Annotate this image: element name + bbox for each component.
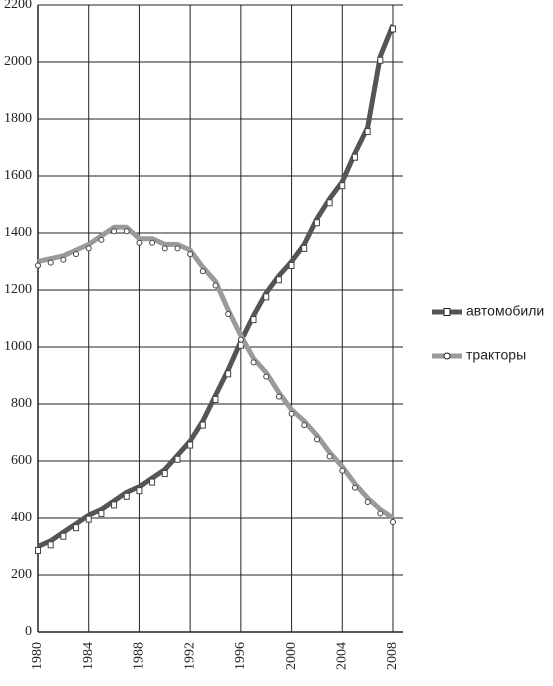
marker bbox=[390, 25, 396, 33]
marker bbox=[47, 541, 54, 549]
marker bbox=[288, 262, 295, 269]
marker bbox=[225, 310, 232, 317]
marker bbox=[351, 153, 358, 161]
marker bbox=[60, 532, 67, 540]
marker bbox=[339, 467, 346, 474]
marker bbox=[263, 373, 270, 380]
marker bbox=[301, 244, 308, 252]
marker bbox=[313, 436, 320, 443]
marker bbox=[377, 56, 384, 64]
marker bbox=[111, 501, 118, 509]
marker bbox=[85, 515, 92, 523]
legend-label: тракторы bbox=[466, 347, 526, 363]
marker bbox=[199, 268, 206, 275]
marker bbox=[225, 370, 232, 378]
marker bbox=[250, 316, 257, 324]
y-tick-label: 1200 bbox=[4, 282, 32, 297]
y-tick-label: 400 bbox=[11, 510, 32, 525]
marker bbox=[123, 228, 130, 235]
marker bbox=[111, 228, 118, 235]
marker bbox=[288, 410, 295, 417]
marker bbox=[326, 199, 333, 207]
marker bbox=[339, 182, 346, 190]
marker bbox=[212, 282, 219, 289]
series-line bbox=[36, 24, 396, 549]
y-tick-label: 2200 bbox=[4, 0, 32, 12]
y-tick-label: 1600 bbox=[4, 168, 32, 183]
y-tick-label: 600 bbox=[11, 453, 32, 468]
legend-marker bbox=[443, 352, 451, 360]
legend-marker bbox=[443, 308, 451, 316]
x-tick-label: 1996 bbox=[233, 642, 248, 670]
y-tick-label: 800 bbox=[11, 396, 32, 411]
y-tick-label: 1400 bbox=[4, 225, 32, 240]
y-tick-label: 200 bbox=[11, 567, 32, 582]
marker bbox=[351, 484, 358, 491]
legend-label: автомобили bbox=[466, 303, 544, 319]
marker bbox=[237, 336, 244, 343]
y-tick-label: 2000 bbox=[4, 54, 32, 69]
x-tick-label: 2000 bbox=[284, 642, 299, 670]
marker bbox=[174, 455, 181, 463]
x-tick-label: 1988 bbox=[132, 642, 147, 670]
marker bbox=[98, 509, 105, 517]
marker bbox=[35, 547, 41, 554]
marker bbox=[47, 259, 54, 266]
marker bbox=[187, 441, 194, 449]
marker bbox=[275, 393, 282, 400]
series-line bbox=[37, 224, 395, 521]
marker bbox=[326, 453, 333, 460]
marker bbox=[212, 395, 219, 403]
marker bbox=[136, 487, 143, 495]
marker bbox=[250, 359, 257, 366]
x-tick-label: 2008 bbox=[385, 642, 400, 670]
marker bbox=[199, 421, 206, 429]
marker bbox=[174, 245, 181, 252]
marker bbox=[161, 470, 168, 478]
marker bbox=[364, 499, 371, 506]
marker bbox=[73, 524, 80, 532]
y-tick-label: 1800 bbox=[4, 111, 32, 126]
x-tick-label: 2004 bbox=[335, 642, 350, 670]
marker bbox=[263, 293, 270, 301]
marker bbox=[301, 422, 308, 429]
marker bbox=[187, 251, 194, 258]
marker bbox=[98, 236, 105, 243]
marker bbox=[60, 256, 67, 263]
y-tick-label: 0 bbox=[25, 624, 32, 639]
marker bbox=[73, 251, 80, 258]
marker bbox=[85, 245, 92, 252]
marker bbox=[35, 262, 41, 269]
marker bbox=[123, 492, 130, 500]
x-tick-label: 1992 bbox=[182, 642, 197, 670]
marker bbox=[149, 478, 156, 486]
marker bbox=[313, 219, 320, 227]
marker bbox=[377, 510, 384, 517]
marker bbox=[390, 519, 396, 525]
marker bbox=[136, 239, 143, 246]
y-tick-label: 1000 bbox=[4, 339, 32, 354]
marker bbox=[149, 239, 156, 246]
x-tick-label: 1980 bbox=[30, 642, 45, 670]
x-tick-label: 1984 bbox=[81, 642, 96, 670]
marker bbox=[275, 276, 282, 284]
marker bbox=[364, 128, 371, 136]
marker bbox=[161, 245, 168, 252]
